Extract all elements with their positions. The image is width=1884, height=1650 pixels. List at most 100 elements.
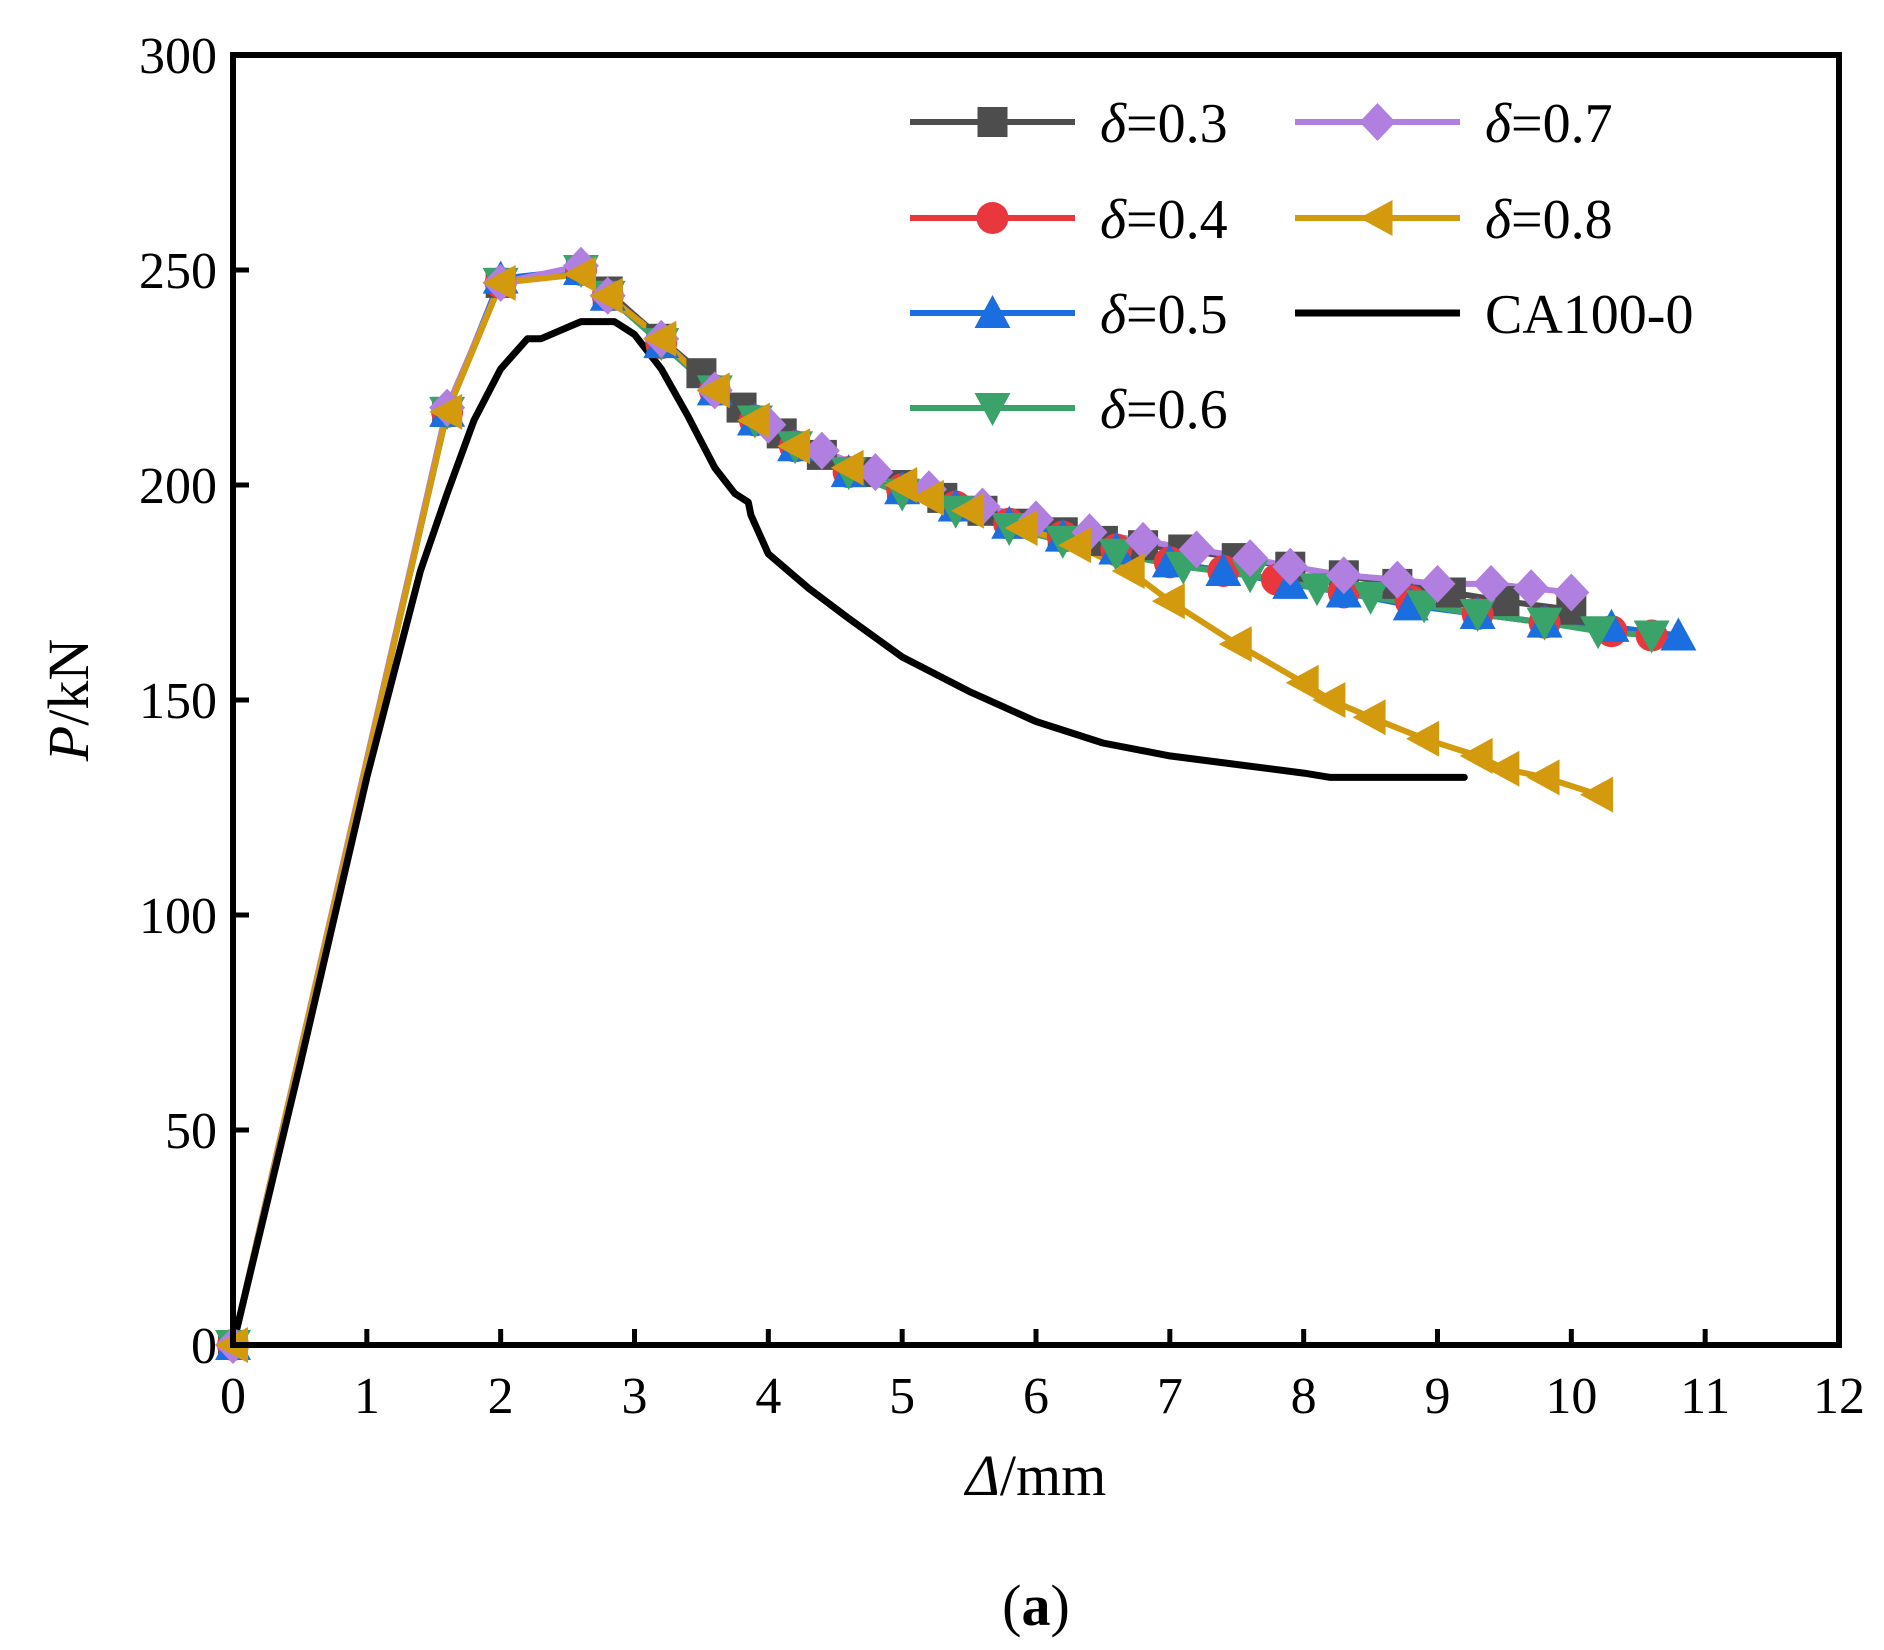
series-5-point xyxy=(1459,737,1493,774)
series-5-point xyxy=(643,320,677,357)
legend-symbol: δ xyxy=(1485,189,1512,251)
series-5-point xyxy=(1406,720,1440,757)
legend-value: =0.3 xyxy=(1126,93,1228,155)
legend-label: δ=0.7 xyxy=(1485,93,1613,155)
x-tick-label: 11 xyxy=(1680,1368,1730,1425)
series-5-point xyxy=(777,428,811,465)
x-axis-unit: /mm xyxy=(1000,1443,1106,1508)
series-line-2 xyxy=(230,267,1682,1348)
legend-swatch-marker xyxy=(977,107,1008,137)
series-4-point xyxy=(803,431,840,470)
series-4-point xyxy=(1125,521,1162,560)
series-4-point xyxy=(1178,530,1215,569)
series-4-point xyxy=(1272,547,1309,586)
series-4-point xyxy=(1473,564,1510,603)
legend-symbol: δ xyxy=(1100,284,1127,346)
caption-close-paren: ) xyxy=(1051,1573,1070,1638)
legend-item-5: δ=0.8 xyxy=(1295,189,1613,251)
series-5-point xyxy=(830,449,864,486)
y-tick-label: 300 xyxy=(139,28,217,85)
series-markers-layer xyxy=(215,246,1697,1364)
series-5-point xyxy=(1004,510,1038,546)
y-tick-label: 150 xyxy=(139,673,217,730)
y-tick-label: 250 xyxy=(139,243,217,300)
legend-symbol: δ xyxy=(1100,379,1127,441)
legend-item-0: δ=0.3 xyxy=(910,93,1228,155)
series-5-point xyxy=(736,402,770,439)
series-3-point xyxy=(1098,538,1135,572)
x-tick-label: 2 xyxy=(488,1368,514,1425)
series-5-point xyxy=(482,264,516,301)
y-axis-unit: /kN xyxy=(36,639,101,726)
caption-open-paren: ( xyxy=(1002,1573,1021,1638)
series-4-point xyxy=(1325,556,1362,595)
legend-label: δ=0.5 xyxy=(1100,284,1228,346)
legend-item-3: δ=0.6 xyxy=(910,379,1228,441)
legend-label: δ=0.8 xyxy=(1485,189,1613,251)
legend-value: =0.8 xyxy=(1511,189,1613,251)
x-tick-label: 5 xyxy=(889,1368,915,1425)
series-3-point xyxy=(1406,590,1443,624)
series-4-point xyxy=(1379,560,1416,599)
series-5-point xyxy=(562,256,596,293)
legend-swatch-marker xyxy=(1359,200,1393,236)
series-3-point xyxy=(1526,607,1563,641)
series-5-point xyxy=(1151,583,1185,620)
legend-value: =0.5 xyxy=(1126,284,1228,346)
legend-value: =0.6 xyxy=(1126,379,1228,441)
legend-swatch-marker xyxy=(976,202,1009,234)
series-5-point xyxy=(1486,750,1520,787)
series-5-point xyxy=(1352,699,1386,736)
y-tick-label: 200 xyxy=(139,458,217,515)
x-tick-label: 8 xyxy=(1291,1368,1317,1425)
series-3-point xyxy=(1044,525,1081,559)
legend-swatch-marker xyxy=(1359,103,1396,141)
series-5-point xyxy=(429,393,463,430)
x-tick-label: 9 xyxy=(1425,1368,1451,1425)
series-4-point xyxy=(1419,564,1456,603)
legend-value: CA100-0 xyxy=(1485,284,1693,346)
series-line-0 xyxy=(230,267,1575,1348)
series-3-point xyxy=(1299,573,1336,607)
series-5-point xyxy=(1312,682,1346,718)
legend-symbol: δ xyxy=(1485,93,1512,155)
legend-value: =0.4 xyxy=(1126,189,1228,251)
y-tick-label: 50 xyxy=(165,1103,217,1160)
legend-item-6: CA100-0 xyxy=(1295,284,1693,346)
series-5-point xyxy=(1111,553,1145,589)
series-4-point xyxy=(1232,539,1269,578)
x-axis-title: Δ/mm xyxy=(964,1443,1106,1508)
x-tick-label: 0 xyxy=(220,1368,246,1425)
series-5-point xyxy=(589,277,623,314)
legend-swatch-marker xyxy=(974,393,1011,426)
series-3-point xyxy=(1459,599,1496,632)
series-line-3 xyxy=(230,267,1655,1348)
x-tick-label: 12 xyxy=(1813,1368,1865,1425)
series-5-point xyxy=(884,467,918,503)
series-line-4 xyxy=(230,262,1575,1348)
series-5-point xyxy=(910,479,944,516)
legend-symbol: δ xyxy=(1100,93,1127,155)
x-tick-label: 3 xyxy=(622,1368,648,1425)
series-5-point xyxy=(1580,776,1614,813)
series-5-point xyxy=(951,492,985,529)
x-tick-label: 1 xyxy=(354,1368,380,1425)
legend-item-1: δ=0.4 xyxy=(910,189,1228,251)
y-tick-label: 0 xyxy=(191,1318,217,1375)
legend-swatch-marker xyxy=(974,295,1011,328)
legend-item-4: δ=0.7 xyxy=(1295,93,1613,155)
series-4-point xyxy=(1553,573,1590,612)
series-line-5 xyxy=(230,271,1602,1348)
series-3-point xyxy=(1633,620,1670,654)
legend-label: CA100-0 xyxy=(1485,284,1693,346)
series-3-point xyxy=(1580,616,1617,650)
x-tick-label: 4 xyxy=(755,1368,781,1425)
legend-symbol: δ xyxy=(1100,189,1127,251)
x-tick-label: 7 xyxy=(1157,1368,1183,1425)
legend-item-2: δ=0.5 xyxy=(910,284,1228,346)
series-3-point xyxy=(1352,581,1389,615)
y-tick-label: 100 xyxy=(139,888,217,945)
